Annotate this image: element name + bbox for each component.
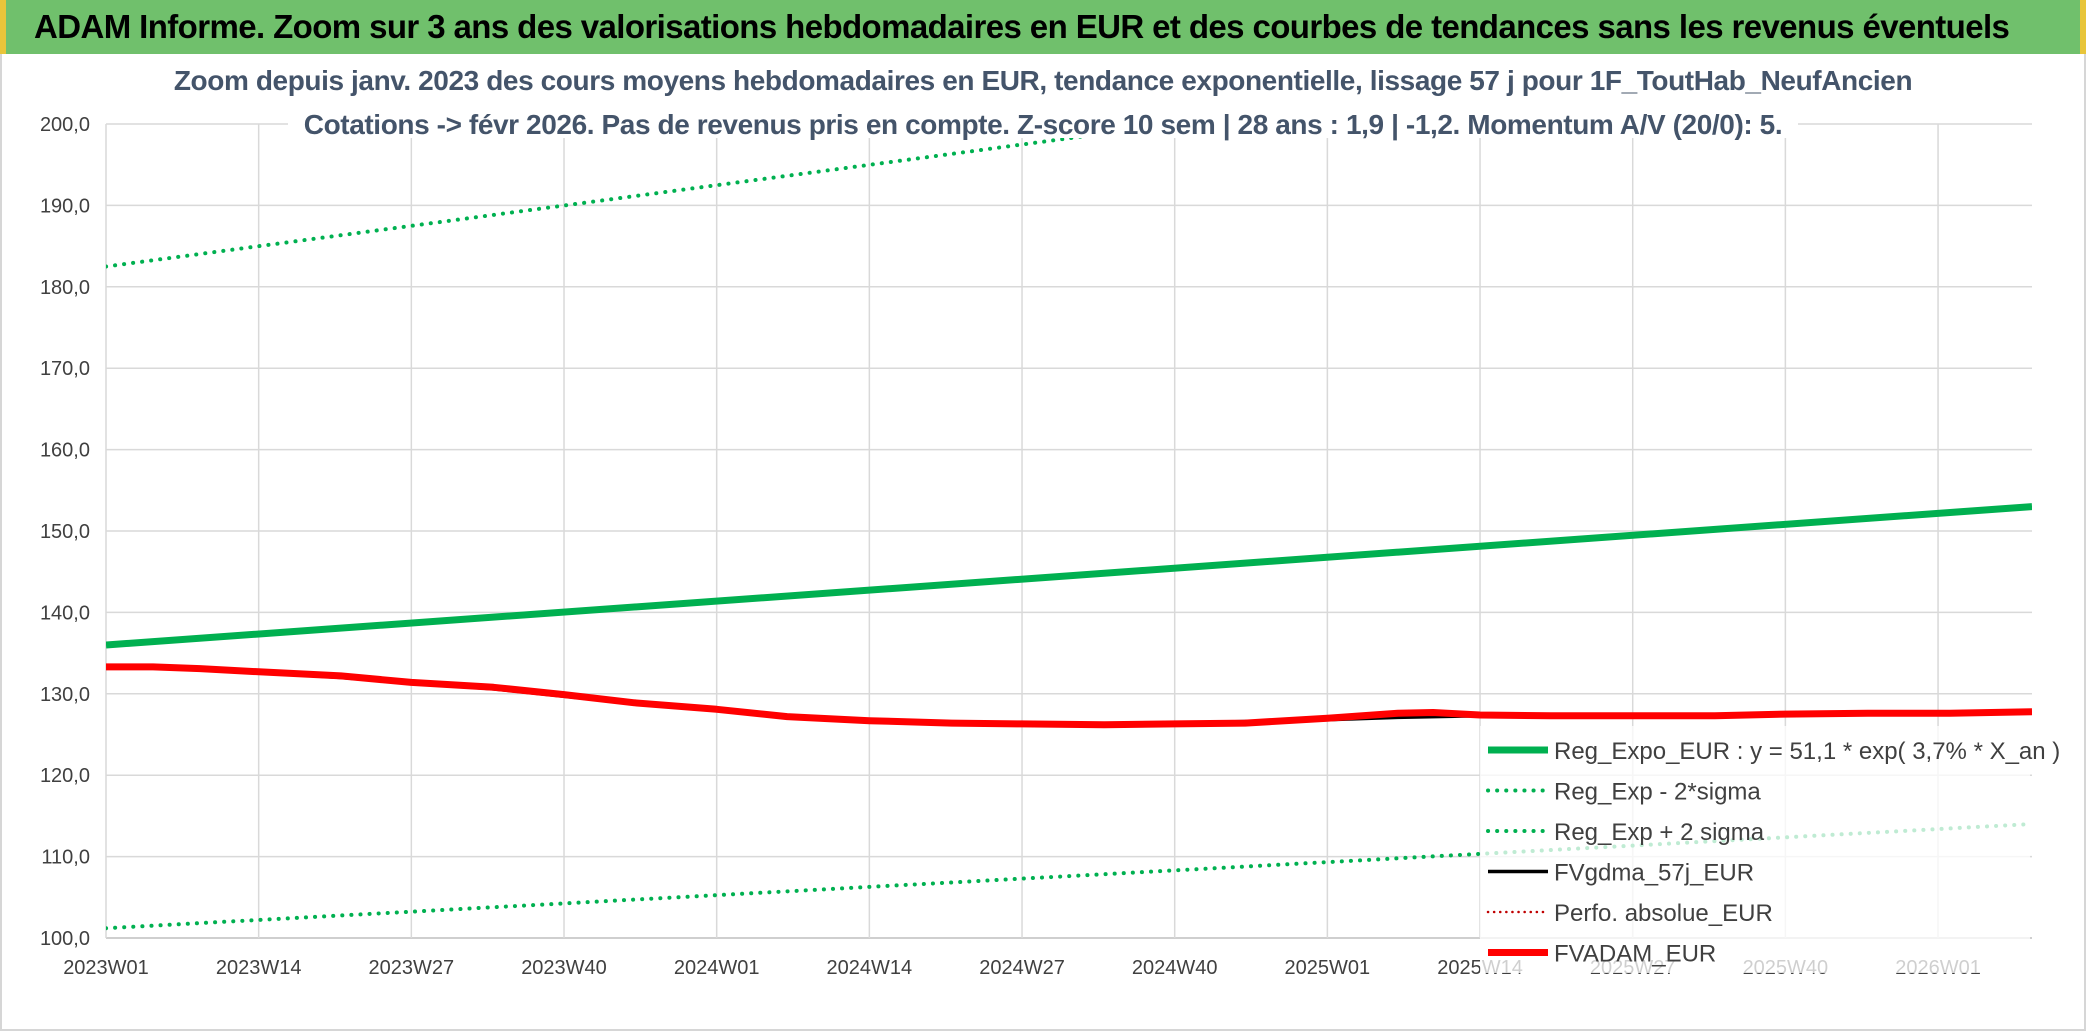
legend-label: Reg_Exp + 2 sigma — [1554, 819, 1765, 846]
y-tick-label: 110,0 — [41, 847, 90, 869]
y-tick-label: 140,0 — [40, 602, 90, 624]
title-bar: ADAM Informe. Zoom sur 3 ans des valoris… — [0, 0, 2086, 54]
x-tick-label: 2024W14 — [827, 957, 913, 979]
page-title: ADAM Informe. Zoom sur 3 ans des valoris… — [34, 8, 2010, 45]
chart-frame: 100,0 110,0 120,0 130,0 140,0 150,0 160,0 170,0… — [0, 54, 2086, 1031]
legend: Reg_Expo_EUR : y = 51,1 * exp( 3,7% * X_… — [1480, 726, 2060, 973]
x-tick-label: 2024W27 — [979, 957, 1065, 979]
y-tick-label: 190,0 — [40, 195, 90, 217]
chart: 100,0 110,0 120,0 130,0 140,0 150,0 160,0 170,0… — [40, 54, 2060, 979]
chart-title: Zoom depuis janv. 2023 des cours moyens … — [174, 54, 1913, 140]
series-line-fvadam-eur — [106, 663, 2032, 729]
legend-label: Reg_Expo_EUR : y = 51,1 * exp( 3,7% * X_… — [1554, 738, 2060, 765]
y-tick-label: 120,0 — [40, 765, 90, 787]
x-tick-label: 2024W40 — [1132, 957, 1218, 979]
x-tick-label: 2023W01 — [63, 957, 149, 979]
x-tick-label: 2023W27 — [369, 957, 455, 979]
legend-label: Perfo. absolue_EUR — [1554, 900, 1773, 927]
legend-background — [1480, 726, 2030, 973]
y-tick-label: 100,0 — [40, 928, 90, 950]
axes: 100,0 110,0 120,0 130,0 140,0 150,0 160,0 170,0… — [40, 114, 1981, 979]
y-tick-label: 200,0 — [40, 114, 90, 136]
legend-label: FVgdma_57j_EUR — [1554, 860, 1754, 887]
legend-label: FVADAM_EUR — [1554, 941, 1716, 968]
x-tick-label: 2024W01 — [674, 957, 760, 979]
y-tick-label: 180,0 — [40, 277, 90, 299]
series-line-reg-expo-eur-y-51-1-exp-3-7-x- — [106, 503, 2032, 649]
chart-title-background — [288, 54, 1798, 138]
y-tick-label: 160,0 — [40, 440, 90, 462]
y-tick-label: 130,0 — [40, 684, 90, 706]
series — [106, 123, 2032, 931]
y-tick-label: 150,0 — [40, 521, 90, 543]
chart-title-line1: Zoom depuis janv. 2023 des cours moyens … — [174, 65, 1912, 96]
series-line-reg-exp-2-sigma — [106, 822, 2032, 931]
legend-label: Reg_Exp - 2*sigma — [1554, 779, 1761, 806]
x-tick-label: 2023W14 — [216, 957, 302, 979]
x-tick-label: 2025W01 — [1285, 957, 1371, 979]
x-tick-label: 2023W40 — [521, 957, 607, 979]
chart-title-line2: Cotations -> févr 2026. Pas de revenus p… — [304, 109, 1782, 140]
y-tick-label: 170,0 — [40, 358, 90, 380]
